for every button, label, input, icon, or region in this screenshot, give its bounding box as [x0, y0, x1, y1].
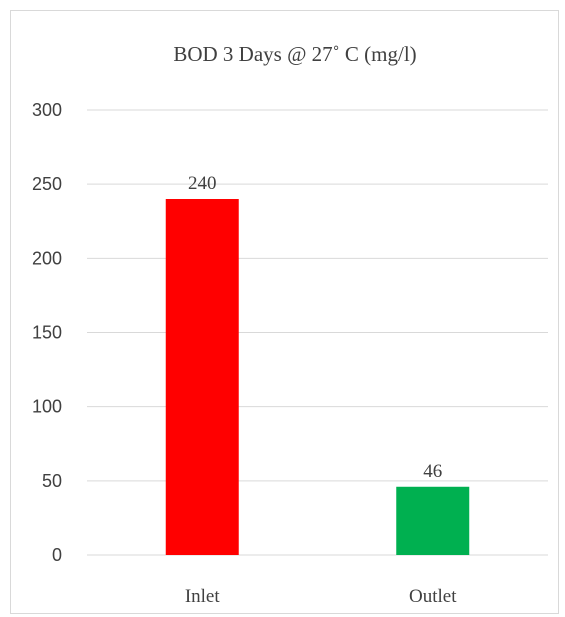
bar-outlet: [396, 486, 470, 555]
x-tick-label-inlet: Inlet: [185, 586, 221, 607]
data-labels: 240 46: [188, 173, 442, 482]
y-tick-label: 250: [32, 174, 62, 194]
x-tick-label-outlet: Outlet: [409, 586, 457, 607]
y-tick-label: 200: [32, 248, 62, 268]
bars: [165, 199, 470, 555]
y-tick-label: 0: [52, 545, 62, 565]
y-tick-label: 150: [32, 323, 62, 343]
data-label-inlet: 240: [188, 173, 217, 194]
y-axis-ticks: 0 50 100 150 200 250 300: [32, 100, 62, 565]
grid-lines: [87, 109, 548, 556]
y-tick-label: 50: [42, 471, 62, 491]
y-tick-label: 100: [32, 397, 62, 417]
x-axis-ticks: Inlet Outlet: [185, 586, 457, 607]
data-label-outlet: 46: [423, 461, 442, 482]
chart-title: BOD 3 Days @ 27˚ C (mg/l): [173, 42, 416, 66]
bar-inlet: [165, 199, 239, 555]
y-tick-label: 300: [32, 100, 62, 120]
